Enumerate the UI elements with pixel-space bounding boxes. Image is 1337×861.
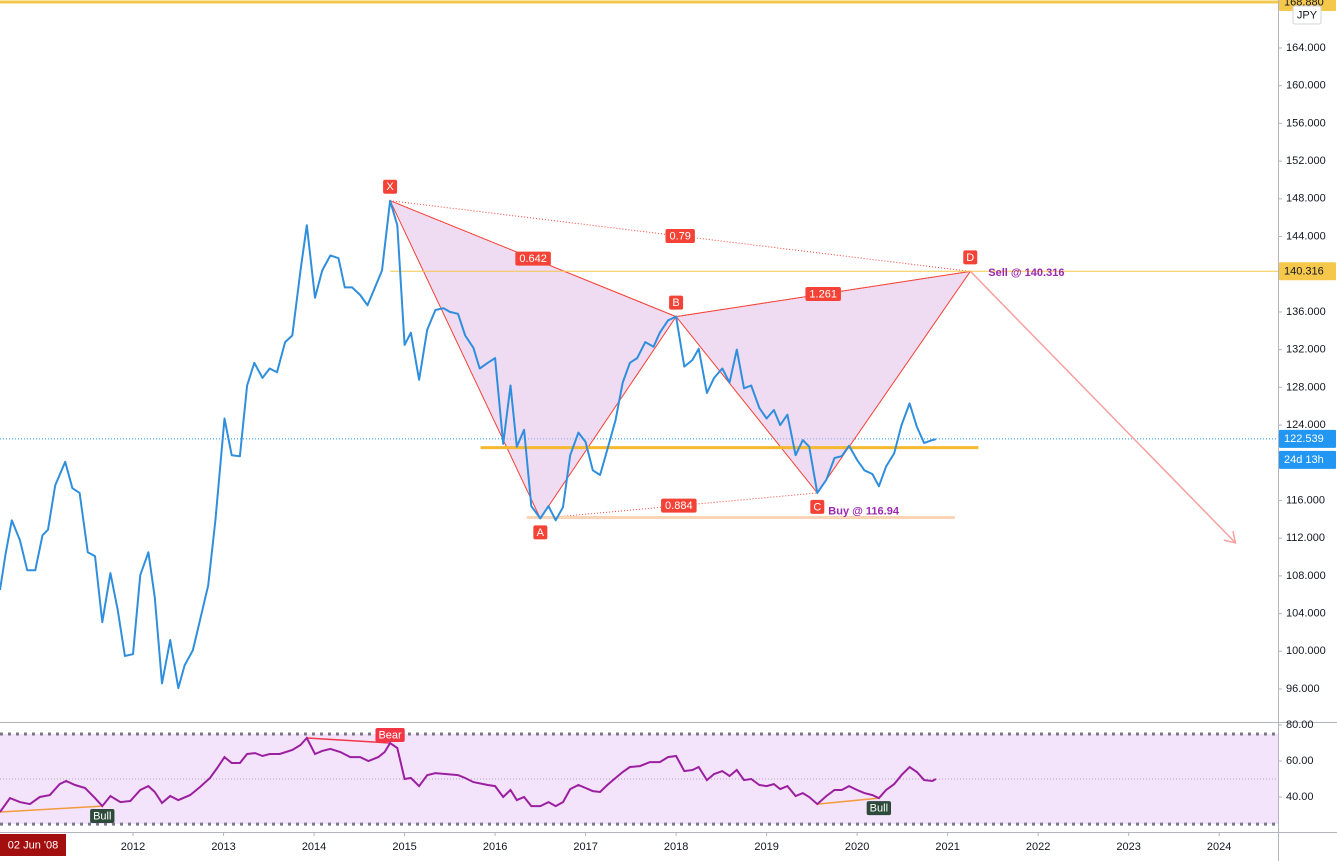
cursor-date-bg [0, 834, 66, 856]
ratio-label: 0.79 [669, 230, 690, 242]
ratio-leg [540, 492, 818, 519]
last-price-tag-bg [1279, 429, 1336, 448]
countdown-tag: 24d 13h [1284, 454, 1324, 466]
rsi-pane: Bull Bear Bull [0, 727, 1278, 826]
divergence-label: Bear [378, 729, 402, 741]
ratio-label-bg [515, 251, 551, 266]
cursor-date: 02 Jun '08 [8, 839, 58, 851]
arrow-head [1223, 530, 1237, 544]
sell-tag: 140.316 [1284, 266, 1324, 278]
projection-arrow [969, 270, 1237, 544]
rsi-tick-label: 40.00 [1286, 791, 1314, 803]
x-tick-label: 2022 [1026, 841, 1050, 853]
ratio-label-bg [661, 498, 697, 513]
pattern-point [963, 250, 978, 265]
x-tick-label: 2021 [935, 841, 959, 853]
pattern-point-label: C [813, 501, 821, 513]
divergence-line [0, 805, 103, 813]
y-tick-label: 136.000 [1286, 306, 1326, 318]
pattern-point [810, 499, 825, 514]
x-tick-label: 2016 [483, 841, 507, 853]
pattern-point-label: A [537, 527, 545, 539]
rsi-line [0, 736, 937, 813]
pattern-point-label: D [966, 252, 974, 264]
last-price-tag: 122.539 [1284, 433, 1324, 445]
y-tick-label: 164.000 [1286, 42, 1326, 54]
x-tick-label: 2019 [754, 841, 778, 853]
divergence-label: Bull [93, 810, 111, 822]
x-tick-label: 2014 [302, 841, 326, 853]
ratio-label: 0.884 [665, 500, 693, 512]
y-tick-label: 96.000 [1286, 683, 1320, 695]
currency-box [1292, 5, 1322, 25]
currency-label: JPY [1297, 9, 1318, 21]
time-axis-bg [0, 832, 1337, 861]
pattern-point-label: B [672, 297, 679, 309]
y-tick-label: 128.000 [1286, 381, 1326, 393]
ratio-leg [389, 200, 677, 318]
x-tick-label: 2015 [392, 841, 416, 853]
divergence-label-bg [375, 727, 405, 742]
y-tick-label: 112.000 [1286, 532, 1325, 544]
ratio-label: 0.642 [519, 253, 547, 265]
y-tick-label: 160.000 [1286, 80, 1326, 92]
pattern-point [533, 525, 548, 540]
sell-text: Sell @ 140.316 [988, 267, 1064, 279]
pattern-point [383, 179, 398, 194]
pattern-point-label: X [386, 181, 394, 193]
divergence-line [306, 737, 391, 744]
x-tick-label: 2012 [121, 841, 145, 853]
y-tick-label: 108.000 [1286, 570, 1326, 582]
divergence-line [817, 797, 879, 805]
countdown-tag-bg [1279, 450, 1336, 469]
y-tick-label: 116.000 [1286, 494, 1325, 506]
x-tick-label: 2018 [664, 841, 688, 853]
divergence-label-bg [90, 809, 115, 824]
sell-tag-bg [1279, 262, 1336, 281]
buy-text: Buy @ 116.94 [828, 505, 900, 517]
rsi-tick-label: 80.00 [1286, 719, 1314, 731]
y-tick-label: 100.000 [1286, 645, 1326, 657]
y-tick-label: 156.000 [1286, 117, 1326, 129]
pattern-point [669, 295, 684, 310]
y-tick-label: 132.000 [1286, 344, 1326, 356]
price-pane: 0.642 0.79 1.261 0.884 X A B C D Sell @ 140.316 Bu… [0, 0, 1278, 690]
divergence-label-bg [866, 801, 892, 816]
divergence-label: Bull [870, 803, 888, 815]
x-tick-label: 2020 [845, 841, 869, 853]
ratio-label: 1.261 [809, 288, 837, 300]
price-line [0, 199, 937, 690]
rsi-tick-label: 60.00 [1286, 755, 1314, 767]
y-tick-label: 144.000 [1286, 230, 1326, 242]
ratio-label-bg [805, 287, 841, 302]
ratio-label-bg [665, 229, 695, 244]
x-tick-label: 2023 [1116, 841, 1140, 853]
y-tick-label: 104.000 [1286, 607, 1326, 619]
y-tick-label: 124.000 [1286, 419, 1326, 431]
y-tick-label: 148.000 [1286, 193, 1326, 205]
x-tick-label: 2024 [1207, 841, 1231, 853]
y-tick-label: 152.000 [1286, 155, 1326, 167]
x-tick-label: 2013 [211, 841, 235, 853]
x-tick-label: 2017 [573, 841, 597, 853]
top-level-tag: 168.880 [1284, 0, 1324, 8]
